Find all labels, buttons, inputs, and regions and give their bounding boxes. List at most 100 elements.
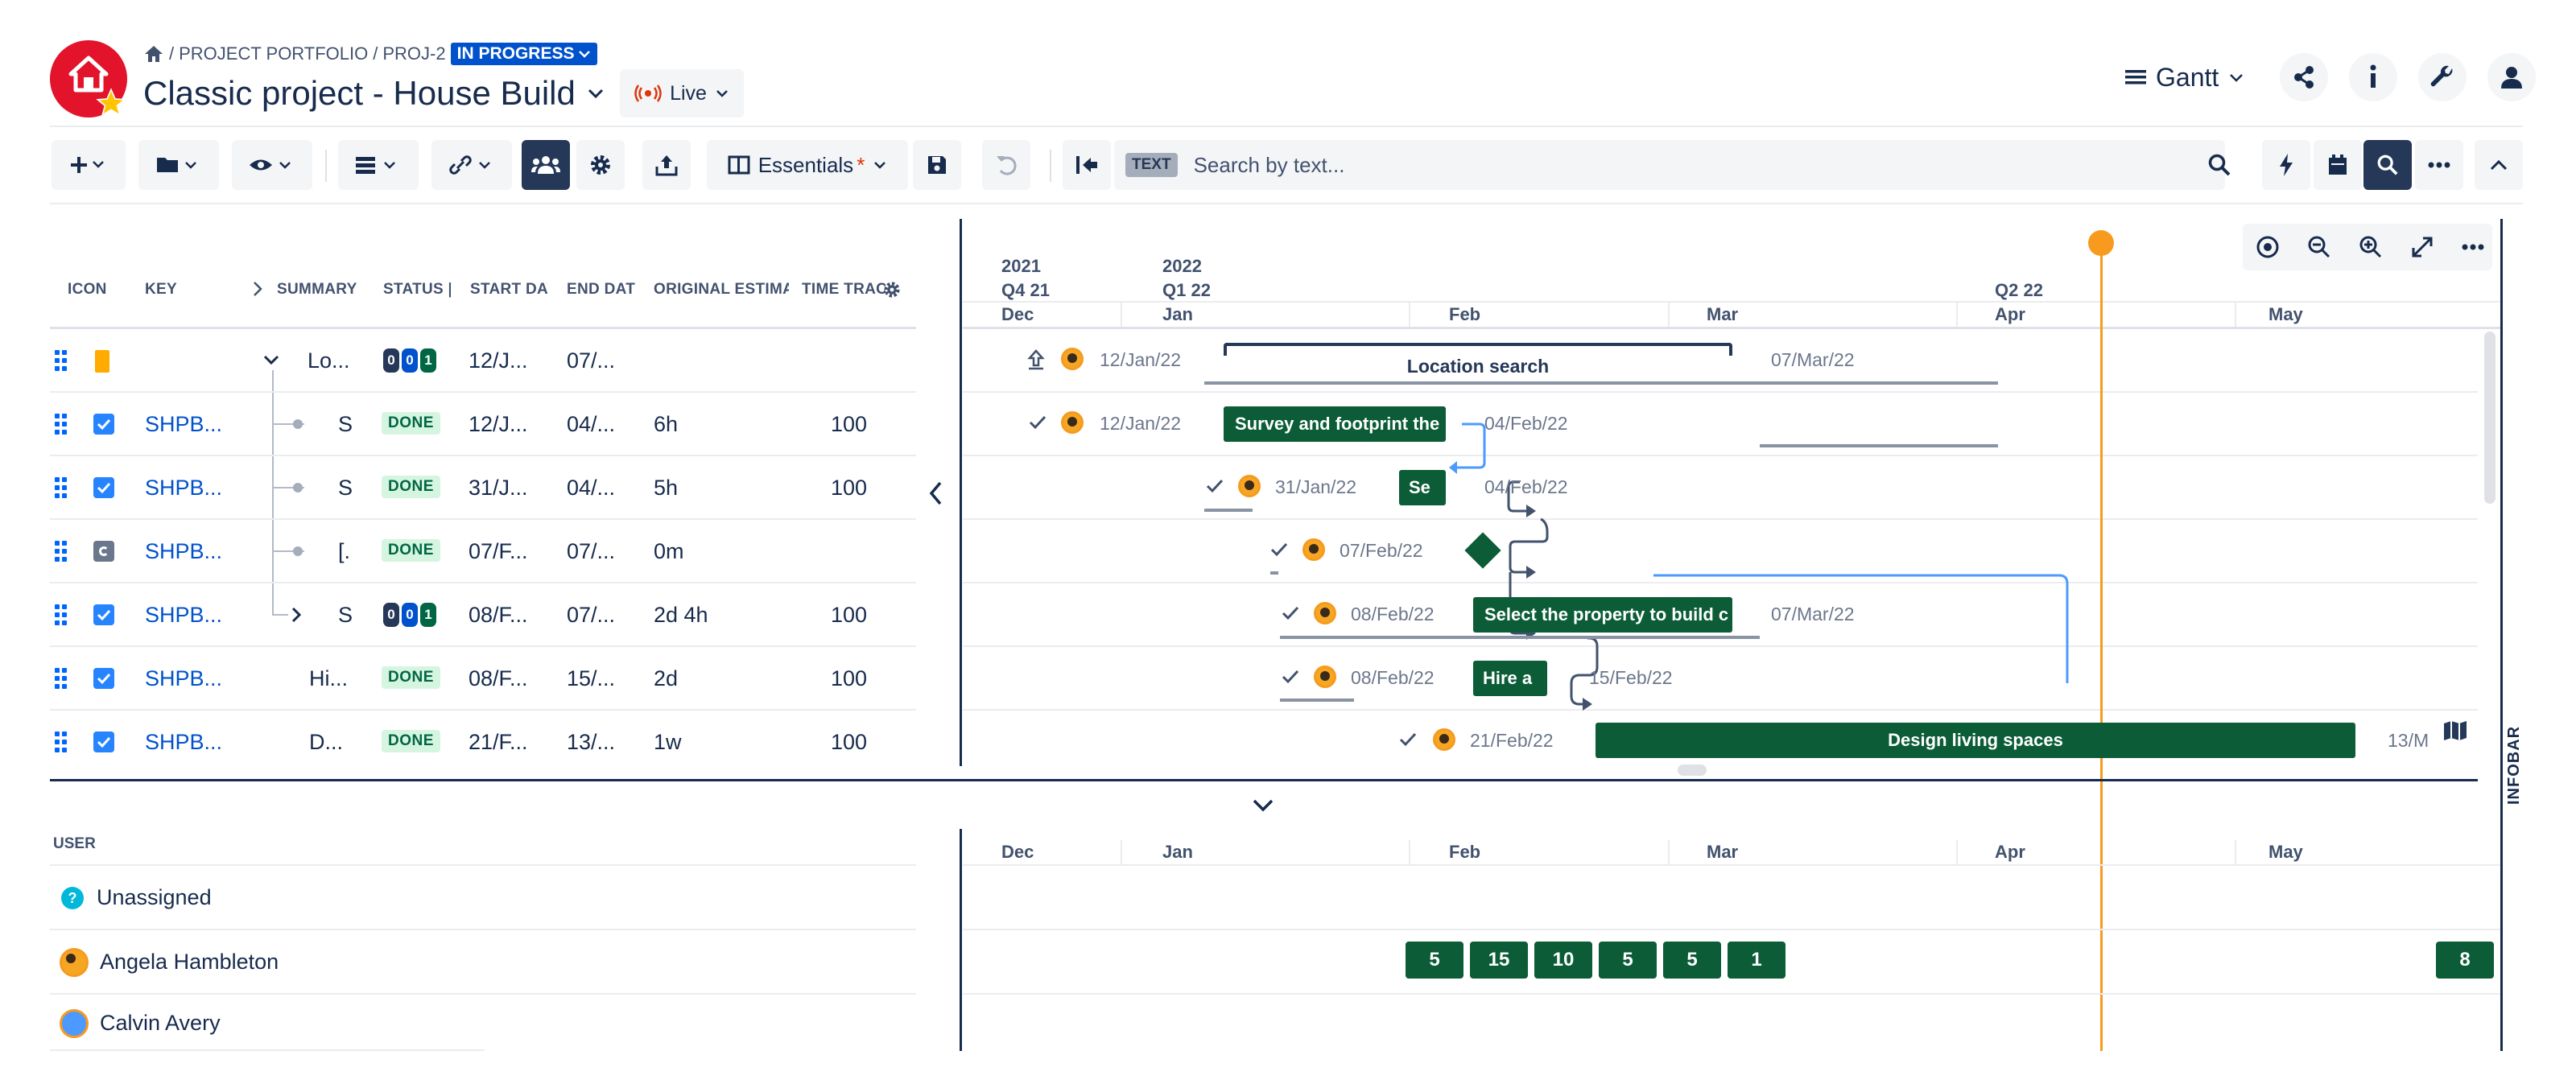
key-cell[interactable]: SHPB... <box>145 666 223 690</box>
drag-handle-icon[interactable] <box>55 414 68 435</box>
start-date-cell[interactable]: 12/J... <box>469 412 528 436</box>
expand-icon[interactable] <box>2410 235 2434 259</box>
save-button[interactable] <box>913 140 961 190</box>
column-header-start-date[interactable]: START DAT <box>470 281 547 298</box>
column-header-summary[interactable]: SUMMARY <box>277 281 357 298</box>
end-date-cell[interactable]: 04/... <box>567 476 616 500</box>
estimate-cell[interactable]: 2d 4h <box>654 603 708 627</box>
estimate-cell[interactable]: 2d <box>654 666 679 690</box>
status-done-badge[interactable]: DONE <box>382 666 440 689</box>
workload-cell[interactable]: 5 <box>1406 942 1463 979</box>
time-tracking-cell[interactable]: 100 <box>831 476 868 500</box>
workload-cell[interactable]: 15 <box>1470 942 1528 979</box>
resource-row[interactable]: Angela Hambleton <box>50 930 916 993</box>
end-date-cell[interactable]: 13/... <box>567 730 616 754</box>
summary-cell[interactable]: S <box>338 476 353 500</box>
user-column-header[interactable]: USER <box>53 835 96 852</box>
summary-bar[interactable] <box>1224 343 1732 356</box>
view-name-button[interactable]: Essentials * <box>707 140 908 190</box>
chevron-right-icon[interactable] <box>290 606 303 624</box>
open-button[interactable] <box>138 140 219 190</box>
share-button[interactable] <box>2280 53 2328 101</box>
end-date-cell[interactable]: 04/... <box>567 412 616 436</box>
time-tracking-cell[interactable]: 100 <box>831 730 868 754</box>
status-done-badge[interactable]: DONE <box>382 412 440 435</box>
table-row[interactable]: SHPB... D... DONE 21/F... 13/... 1w 100 <box>50 711 916 773</box>
avatar[interactable] <box>1061 411 1084 434</box>
gear-icon[interactable] <box>882 280 902 299</box>
app-logo[interactable] <box>50 40 127 117</box>
estimate-cell[interactable]: 0m <box>654 539 684 563</box>
drag-handle-icon[interactable] <box>55 732 68 752</box>
calendar-button[interactable] <box>2314 140 2362 190</box>
more-button[interactable] <box>2415 140 2463 190</box>
avatar[interactable] <box>1238 475 1261 497</box>
drag-handle-icon[interactable] <box>55 668 68 689</box>
start-date-cell[interactable]: 07/F... <box>469 539 528 563</box>
drag-handle-icon[interactable] <box>55 604 68 625</box>
column-header-original-estimate[interactable]: ORIGINAL ESTIMA <box>654 281 789 298</box>
status-done-badge[interactable]: DONE <box>382 539 440 562</box>
estimate-cell[interactable]: 1w <box>654 730 682 754</box>
end-date-cell[interactable]: 07/... <box>567 539 616 563</box>
workload-cell[interactable]: 1 <box>1728 942 1785 979</box>
estimate-cell[interactable]: 5h <box>654 476 679 500</box>
settings-button[interactable] <box>576 140 625 190</box>
summary-cell[interactable]: S <box>338 603 353 627</box>
export-button[interactable] <box>642 140 691 190</box>
resource-row[interactable]: ? Unassigned <box>50 866 916 929</box>
time-tracking-cell[interactable]: 100 <box>831 412 868 436</box>
infobar-label[interactable]: INFOBAR <box>2505 725 2523 805</box>
time-tracking-cell[interactable]: 100 <box>831 603 868 627</box>
task-bar[interactable]: Survey and footprint the <box>1224 406 1446 442</box>
collapse-toolbar-button[interactable] <box>2475 140 2523 190</box>
workload-cell[interactable]: 5 <box>1599 942 1657 979</box>
map-icon[interactable] <box>2442 719 2468 742</box>
automation-button[interactable] <box>2262 140 2310 190</box>
search-icon[interactable] <box>2207 153 2231 177</box>
table-row[interactable]: SHPB... Hi... DONE 08/F... 15/... 2d 100 <box>50 647 916 710</box>
estimate-cell[interactable]: 6h <box>654 412 679 436</box>
key-cell[interactable]: SHPB... <box>145 603 223 627</box>
more-icon[interactable] <box>2462 244 2484 250</box>
table-row[interactable]: SHPB... S DONE 12/J... 04/... 6h 100 <box>50 393 916 455</box>
profile-button[interactable] <box>2487 53 2536 101</box>
start-date-cell[interactable]: 31/J... <box>469 476 528 500</box>
drag-handle-icon[interactable] <box>55 350 68 371</box>
add-button[interactable] <box>52 140 126 190</box>
end-date-cell[interactable]: 07/... <box>567 603 616 627</box>
resource-row[interactable]: Calvin Avery <box>50 995 916 1051</box>
page-title[interactable]: Classic project - House Build <box>143 71 605 116</box>
start-date-cell[interactable]: 12/J... <box>469 348 528 373</box>
collapse-left-button[interactable] <box>1063 140 1111 190</box>
chevron-down-icon[interactable] <box>587 87 605 100</box>
start-date-cell[interactable]: 08/F... <box>469 666 528 690</box>
panel-splitter[interactable] <box>50 779 2478 781</box>
column-header-key[interactable]: KEY <box>145 281 177 298</box>
start-date-cell[interactable]: 21/F... <box>469 730 528 754</box>
summary-cell[interactable]: D... <box>309 730 344 754</box>
workload-cell[interactable]: 5 <box>1663 942 1721 979</box>
zoom-in-icon[interactable] <box>2359 235 2383 259</box>
avatar[interactable] <box>1314 666 1336 688</box>
summary-cell[interactable]: [. <box>338 539 351 563</box>
visibility-button[interactable] <box>232 140 312 190</box>
summary-cell[interactable]: Lo... <box>308 348 350 373</box>
column-header-end-date[interactable]: END DATI <box>567 281 636 298</box>
end-date-cell[interactable]: 07/... <box>567 348 616 373</box>
collapse-grid-icon[interactable] <box>927 480 945 507</box>
status-done-badge[interactable]: DONE <box>382 730 440 752</box>
table-row[interactable]: SHPB... S DONE 31/J... 04/... 5h 100 <box>50 456 916 519</box>
key-cell[interactable]: SHPB... <box>145 730 223 754</box>
vertical-scrollbar[interactable] <box>2484 332 2496 504</box>
view-selector[interactable]: Gantt <box>2125 58 2244 97</box>
task-bar[interactable]: Se <box>1399 470 1446 505</box>
summary-cell[interactable]: S <box>338 412 353 436</box>
task-bar[interactable]: Design living spaces <box>1596 723 2355 758</box>
horizontal-scrollbar[interactable] <box>1678 764 1707 776</box>
status-done-badge[interactable]: DONE <box>382 476 440 498</box>
column-header-icon[interactable]: ICON <box>68 281 107 298</box>
avatar[interactable] <box>1302 538 1325 561</box>
